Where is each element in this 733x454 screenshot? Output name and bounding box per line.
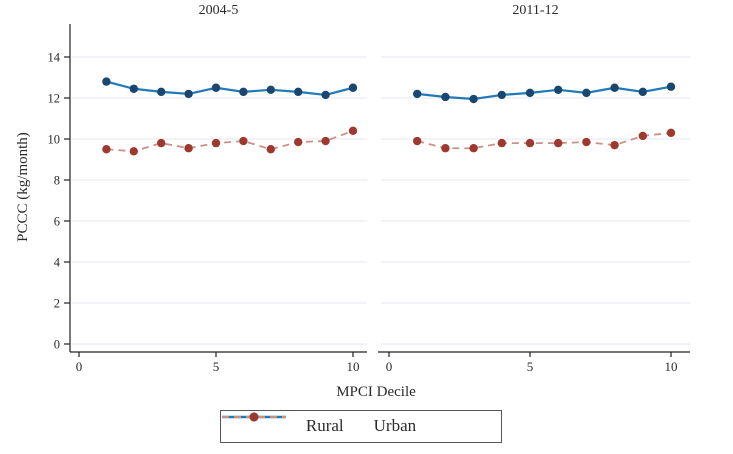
urban-line-marker-swatch <box>222 412 286 422</box>
y-tick-label: 6 <box>54 215 60 229</box>
x-tick-label: 10 <box>347 359 360 374</box>
legend-label-urban: Urban <box>373 416 417 435</box>
y-tick-label: 4 <box>54 256 61 270</box>
y-axis-title: PCCC (kg/month) <box>15 132 31 242</box>
series-rural-panel-1 <box>413 82 676 104</box>
y-tick-label: 2 <box>54 297 60 311</box>
legend-label-rural: Rural <box>305 416 344 435</box>
series-urban-panel-1 <box>413 128 676 153</box>
series-rural-panel-0 <box>102 77 358 100</box>
legend-item-urban: Urban <box>222 412 417 436</box>
panel-title-2004-5: 2004-5 <box>198 3 239 18</box>
y-tick-label: 10 <box>48 133 61 147</box>
x-tick-label: 5 <box>213 359 220 374</box>
x-tick-label: 10 <box>665 359 678 374</box>
y-tick-label: 0 <box>54 338 60 352</box>
legend-item-rural: Rural <box>222 412 344 436</box>
x-tick-label: 0 <box>386 359 393 374</box>
legend-box: Rural Urban <box>220 410 502 443</box>
y-tick-label: 8 <box>54 174 60 188</box>
y-tick-label: 12 <box>48 92 61 106</box>
y-tick-label: 14 <box>48 51 61 65</box>
x-axis-title: MPCI Decile <box>336 384 416 400</box>
series-urban-panel-0 <box>102 126 358 156</box>
panel-0: 0 5 10 0 2 4 6 8 10 12 14 <box>48 24 367 374</box>
panel-1: 0 5 10 <box>378 56 690 374</box>
x-tick-label: 5 <box>527 359 534 374</box>
x-tick-label: 0 <box>76 359 83 374</box>
panel-title-2011-12: 2011-12 <box>512 3 559 18</box>
